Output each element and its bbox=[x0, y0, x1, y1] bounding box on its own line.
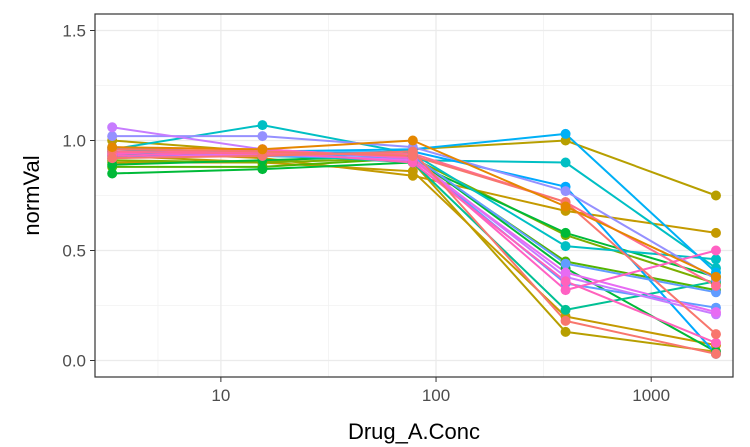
data-point bbox=[560, 315, 571, 326]
y-tick-label: 1.0 bbox=[62, 132, 86, 151]
data-point bbox=[710, 337, 721, 348]
data-point bbox=[560, 128, 571, 139]
axis-ticks: 0.0 0.5 1.0 1.5 10 100 1000 bbox=[62, 22, 670, 406]
x-tick-label: 10 bbox=[211, 386, 230, 405]
data-point bbox=[710, 280, 721, 291]
panel-border bbox=[94, 13, 734, 378]
data-point bbox=[560, 186, 571, 197]
y-tick-label: 0.5 bbox=[62, 242, 86, 261]
data-point bbox=[710, 245, 721, 256]
series-points bbox=[107, 120, 721, 359]
x-tick-label: 1000 bbox=[632, 386, 670, 405]
data-point bbox=[257, 144, 268, 155]
data-point bbox=[560, 276, 571, 287]
data-point bbox=[407, 135, 418, 146]
data-point bbox=[107, 122, 118, 133]
data-point bbox=[560, 258, 571, 269]
data-point bbox=[107, 142, 118, 153]
data-point bbox=[560, 227, 571, 238]
data-point bbox=[257, 131, 268, 142]
x-axis-title: Drug_A.Conc bbox=[348, 419, 480, 444]
y-tick-label: 0.0 bbox=[62, 352, 86, 371]
data-point bbox=[107, 131, 118, 142]
data-point bbox=[407, 166, 418, 177]
data-point bbox=[560, 326, 571, 337]
data-point bbox=[560, 201, 571, 212]
data-point bbox=[560, 157, 571, 168]
data-point bbox=[107, 168, 118, 179]
data-point bbox=[710, 329, 721, 340]
data-point bbox=[257, 164, 268, 175]
data-point bbox=[407, 146, 418, 157]
y-tick-label: 1.5 bbox=[62, 22, 86, 41]
data-point bbox=[560, 267, 571, 278]
data-point bbox=[560, 241, 571, 252]
x-tick-label: 100 bbox=[422, 386, 450, 405]
data-point bbox=[257, 120, 268, 131]
y-axis-title: normVal bbox=[19, 155, 44, 235]
data-point bbox=[710, 254, 721, 265]
data-point bbox=[710, 271, 721, 282]
data-point bbox=[560, 304, 571, 315]
data-point bbox=[107, 153, 118, 164]
data-point bbox=[710, 190, 721, 201]
data-point bbox=[710, 307, 721, 318]
data-point bbox=[560, 285, 571, 296]
data-point bbox=[710, 227, 721, 238]
data-point bbox=[710, 348, 721, 359]
